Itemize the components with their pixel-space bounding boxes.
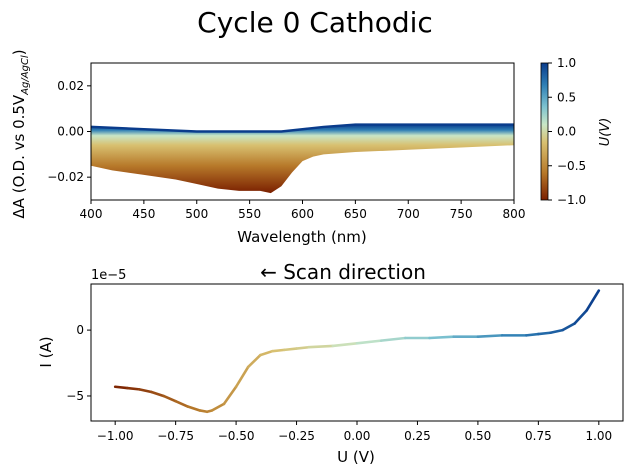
current-panel: ← Scan direction 1e−5 −1.00 −0.75 −0.50 −0.… — [37, 260, 624, 466]
colorbar-gradient — [540, 62, 549, 201]
current-trace-segment — [561, 322, 576, 332]
spectra-x-tick-label: 450 — [132, 207, 155, 221]
current-trace-segment — [307, 344, 335, 349]
current-x-tick-label: −0.50 — [218, 429, 255, 443]
current-x-tick-label: 0.50 — [465, 429, 492, 443]
spectra-y-label-subscript: Ag/AgCl — [20, 55, 31, 96]
current-trace-segment — [222, 385, 238, 406]
spectra-y-tick-label: −0.02 — [47, 170, 84, 184]
colorbar-tick-label: 1.0 — [557, 56, 576, 70]
spectra-x-ticks: 400 450 500 550 600 650 700 750 800 — [80, 200, 526, 221]
colorbar-label: U(V) — [598, 118, 613, 147]
current-y-ticks: 0 −5 — [66, 323, 91, 403]
current-trace-segment — [476, 334, 504, 338]
current-trace-segment — [585, 289, 601, 312]
current-trace-segment — [246, 353, 262, 369]
current-x-tick-label: −0.25 — [278, 429, 315, 443]
spectra-x-tick-label: 400 — [80, 207, 103, 221]
current-x-tick-label: 0.25 — [404, 429, 431, 443]
spectra-x-tick-label: 650 — [344, 207, 367, 221]
figure-title: Cycle 0 Cathodic — [197, 6, 433, 39]
current-x-tick-label: −1.00 — [97, 429, 134, 443]
spectra-y-tick-label: 0.02 — [57, 79, 84, 93]
spectra-upper-edge — [91, 123, 514, 133]
current-trace-segment — [283, 347, 298, 352]
current-trace-segment — [125, 386, 141, 391]
spectra-area — [91, 124, 514, 194]
spectra-x-tick-label: 600 — [291, 207, 314, 221]
current-trace-segment — [150, 390, 165, 398]
current-trace-segment — [234, 365, 250, 389]
current-trace-segment — [379, 336, 407, 342]
current-trace-segment — [174, 399, 190, 408]
spectra-x-tick-label: 700 — [397, 207, 420, 221]
current-trace-segment — [573, 309, 589, 325]
current-trace-segment — [162, 394, 177, 403]
current-trace-segment — [295, 345, 310, 350]
current-x-ticks: −1.00 −0.75 −0.50 −0.25 0.00 0.25 0.50 0.75 1.00 — [97, 421, 612, 443]
spectra-y-tick-label: 0.00 — [57, 125, 84, 139]
current-trace — [113, 289, 601, 414]
current-y-label: I (A) — [37, 336, 55, 367]
current-trace-segment — [210, 402, 226, 412]
current-trace-segment — [549, 328, 564, 335]
current-x-tick-label: 0.00 — [344, 429, 371, 443]
colorbar-tick-label: 0.0 — [557, 125, 576, 139]
colorbar-tick-label: −0.5 — [557, 159, 586, 173]
spectra-x-tick-label: 800 — [503, 207, 526, 221]
current-trace-segment — [138, 388, 153, 394]
scan-direction-annotation: ← Scan direction — [260, 260, 426, 284]
current-trace-segment — [186, 405, 202, 412]
spectra-x-tick-label: 500 — [185, 207, 208, 221]
current-trace-segment — [428, 335, 456, 340]
colorbar-tick-label: −1.0 — [557, 193, 586, 207]
current-x-tick-label: 1.00 — [585, 429, 612, 443]
spectra-panel: 400 450 500 550 600 650 700 750 800 0.02 0.00 −0.0… — [10, 49, 525, 246]
offset-label: 1e−5 — [91, 268, 126, 283]
current-x-label: U (V) — [337, 448, 375, 466]
current-trace-segment — [258, 349, 274, 357]
current-trace-segment — [524, 332, 540, 337]
current-y-tick-label: −5 — [66, 389, 84, 403]
spectra-x-label: Wavelength (nm) — [237, 228, 367, 246]
current-x-tick-label: −0.75 — [157, 429, 194, 443]
current-trace-segment — [537, 331, 552, 336]
colorbar: 1.0 0.5 0.0 −0.5 −1.0 U(V) — [540, 56, 613, 207]
current-x-tick-label: 0.75 — [525, 429, 552, 443]
colorbar-tick-label: 0.5 — [557, 90, 576, 104]
spectra-x-tick-label: 750 — [450, 207, 473, 221]
spectra-y-ticks: 0.02 0.00 −0.02 — [47, 79, 91, 184]
current-trace-segment — [113, 385, 129, 390]
current-trace-segment — [355, 339, 383, 345]
spectra-y-label: ΔA (O.D. vs 0.5VAg/AgCl) — [10, 49, 31, 218]
spectra-x-tick-label: 550 — [238, 207, 261, 221]
current-trace-segment — [271, 348, 286, 353]
current-trace-segment — [331, 341, 359, 348]
colorbar-ticks: 1.0 0.5 0.0 −0.5 −1.0 — [548, 56, 586, 207]
current-y-tick-label: 0 — [76, 323, 84, 337]
